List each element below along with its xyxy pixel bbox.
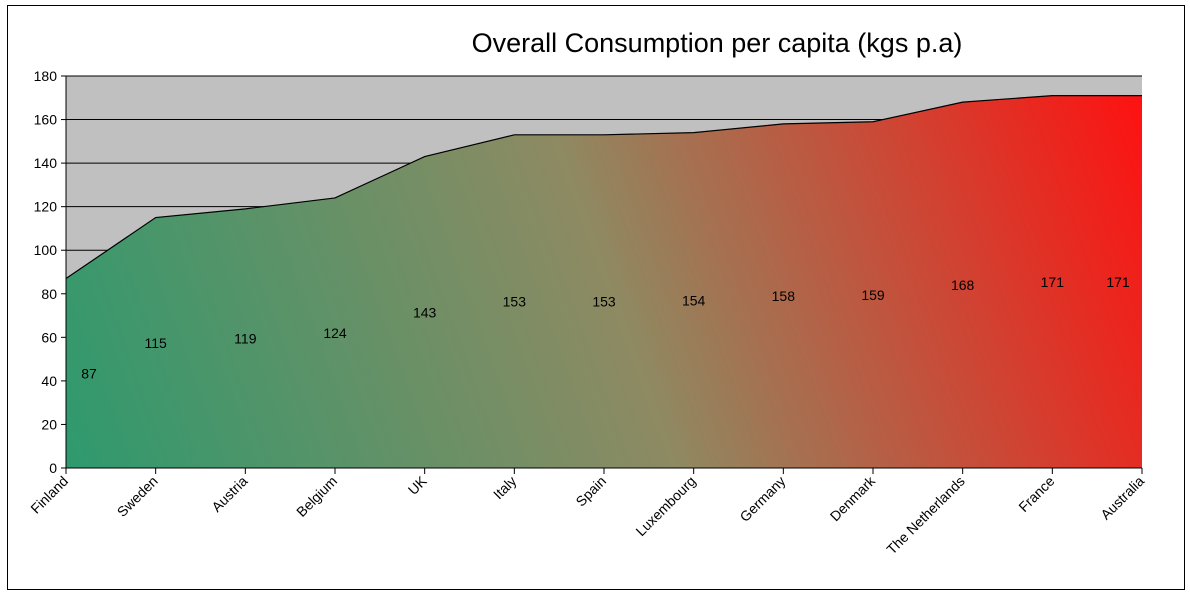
data-label: 115 bbox=[145, 335, 168, 351]
data-label: 143 bbox=[413, 304, 437, 320]
data-label: 154 bbox=[682, 292, 706, 308]
chart-frame: Overall Consumption per capita (kgs p.a)… bbox=[7, 5, 1185, 590]
plot-area: 0 20 40 60 80 100 120 140 160 180 Finland Sweden Aus… bbox=[27, 68, 1147, 557]
x-tick-label: Germany bbox=[736, 473, 788, 525]
data-label: 87 bbox=[81, 365, 97, 381]
x-tick-label: Australia bbox=[1097, 473, 1147, 523]
y-tick-label: 140 bbox=[34, 155, 58, 171]
x-tick-label: The Netherlands bbox=[883, 473, 968, 558]
y-tick-label: 20 bbox=[41, 416, 57, 432]
y-tick-label: 80 bbox=[41, 286, 57, 302]
y-tick-label: 180 bbox=[34, 68, 58, 84]
y-tick-label: 40 bbox=[41, 373, 57, 389]
x-tick-label: UK bbox=[405, 472, 431, 498]
data-label: 158 bbox=[772, 288, 796, 304]
x-tick-label: Italy bbox=[490, 473, 519, 502]
data-label: 159 bbox=[861, 287, 885, 303]
y-tick-label: 160 bbox=[34, 112, 58, 128]
x-tick-label: Spain bbox=[572, 473, 609, 510]
x-tick-label: Sweden bbox=[114, 473, 161, 520]
data-label: 119 bbox=[234, 330, 257, 346]
x-tick-label: Belgium bbox=[293, 473, 340, 520]
data-label: 153 bbox=[503, 293, 527, 309]
chart-title: Overall Consumption per capita (kgs p.a) bbox=[472, 28, 963, 58]
x-tick-label: France bbox=[1015, 473, 1057, 515]
data-label: 168 bbox=[951, 277, 975, 293]
x-tick-label: Luxembourg bbox=[632, 473, 698, 539]
data-label: 124 bbox=[323, 325, 347, 341]
y-tick-label: 0 bbox=[49, 460, 57, 476]
data-label: 171 bbox=[1106, 274, 1130, 290]
data-label: 153 bbox=[592, 293, 616, 309]
data-label: 171 bbox=[1041, 274, 1065, 290]
y-tick-label: 120 bbox=[34, 199, 58, 215]
y-tick-label: 60 bbox=[41, 329, 57, 345]
area-series bbox=[66, 95, 1142, 468]
area-chart: Overall Consumption per capita (kgs p.a)… bbox=[27, 28, 1147, 557]
x-tick-label: Denmark bbox=[827, 472, 879, 524]
x-tick-label: Austria bbox=[208, 473, 250, 515]
x-tick-label: Finland bbox=[27, 473, 71, 517]
y-tick-label: 100 bbox=[34, 242, 58, 258]
series-line bbox=[65, 94, 1142, 280]
